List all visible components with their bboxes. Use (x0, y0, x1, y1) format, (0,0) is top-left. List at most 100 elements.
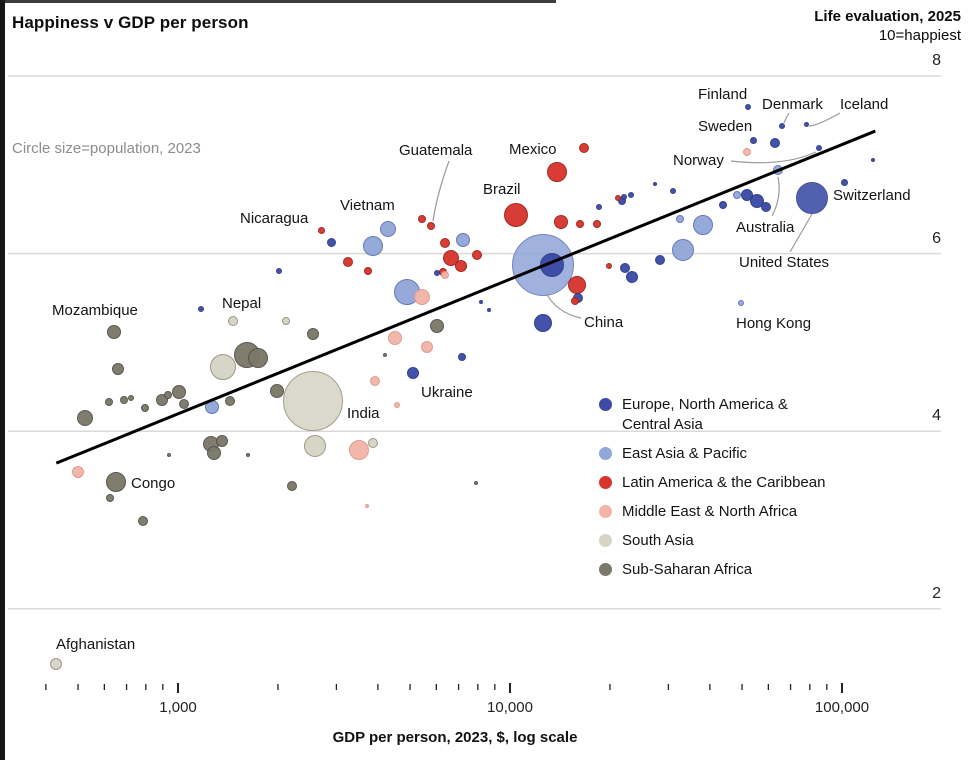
bubble-eu-47 (761, 202, 772, 213)
bubble-eu-89 (627, 191, 634, 198)
bubble-mena-74 (743, 148, 752, 157)
bubble-ukraine (406, 367, 419, 380)
bubble-ssa-108 (474, 480, 478, 485)
y-tick-label-6: 6 (932, 229, 941, 247)
bubble-eu-24 (750, 194, 765, 209)
country-label-australia: Australia (736, 219, 795, 236)
bubble-ssa-60 (287, 481, 297, 492)
bubble-united-states (795, 181, 828, 214)
country-label-nicaragua: Nicaragua (240, 210, 309, 227)
country-label-denmark: Denmark (762, 96, 823, 113)
bubble-ssa-30 (269, 384, 284, 399)
legend-label-eap: East Asia & Pacific (622, 445, 748, 462)
legend-label-mena: Middle East & North Africa (622, 503, 798, 520)
bubble-lat-53 (472, 250, 483, 261)
bubble-congo (105, 471, 126, 492)
bubble-ssa-29 (171, 385, 186, 400)
bubble-sa-9 (304, 435, 327, 458)
country-label-norway: Norway (673, 152, 724, 169)
legend-item-sa: South Asia (599, 531, 889, 551)
bubble-india (282, 371, 343, 431)
bubble-brazil (503, 203, 528, 228)
bubble-sweden (749, 137, 757, 145)
country-label-switzerland: Switzerland (833, 187, 911, 204)
legend: Europe, North America & Central Asia East… (599, 395, 889, 589)
bubble-hong-kong (738, 300, 745, 307)
bubble-eu-103 (479, 299, 484, 304)
bubble-ssa-77 (105, 397, 114, 406)
bubble-iceland (803, 122, 809, 128)
leader-line-denmark (783, 112, 790, 124)
bubble-eu-16 (534, 313, 553, 332)
bubble-eu-93 (434, 270, 441, 277)
leader-line-guatemala (432, 160, 450, 222)
country-label-india: India (347, 405, 380, 422)
legend-label-sa: South Asia (622, 532, 694, 549)
legend-label-lat: Latin America & the Caribbean (622, 474, 826, 491)
legend-label-ssa: Sub-Saharan Africa (622, 561, 753, 578)
bubble-eap-13 (692, 215, 713, 236)
legend-dot-mena (599, 505, 612, 518)
bubble-ssa-43 (306, 327, 319, 340)
bubble-mena-98 (393, 401, 400, 408)
bubble-nicaragua (317, 227, 325, 234)
bubble-lat-96 (615, 194, 622, 201)
bubble-eu-95 (197, 305, 204, 312)
bubble-denmark (779, 122, 786, 129)
bubble-sa-4 (210, 354, 237, 381)
bubble-finland (744, 104, 751, 111)
country-label-brazil: Brazil (483, 181, 521, 198)
bubble-eu-104 (487, 307, 492, 312)
bubble-ssa-79 (140, 404, 149, 413)
bubble-lat-69 (593, 220, 602, 229)
bubble-ssa-106 (167, 453, 172, 458)
country-label-hong-kong: Hong Kong (736, 315, 812, 332)
bubble-ssa-42 (215, 434, 228, 447)
country-label-ukraine: Ukraine (421, 384, 473, 401)
bubble-mena-105 (365, 503, 370, 508)
country-label-united-states: United States (736, 255, 833, 271)
country-label-guatemala: Guatemala (399, 142, 473, 159)
x-tick-label-100-000: 100,000 (814, 699, 870, 716)
bubble-ssa-57 (178, 398, 189, 409)
leader-line-iceland (808, 112, 841, 127)
bubble-eu-65 (457, 352, 466, 361)
bubble-lat-71 (364, 267, 373, 276)
legend-dot-eap (599, 447, 612, 460)
bubble-eu-61 (327, 237, 337, 247)
x-tick-label-1-000: 1,000 (159, 699, 197, 716)
bubble-eu-36 (625, 270, 638, 283)
country-label-vietnam: Vietnam (340, 197, 395, 214)
bubble-eu-35 (741, 188, 754, 201)
legend-label-eu: Europe, North America & Central Asia (622, 396, 788, 433)
y-tick-label-4: 4 (932, 407, 941, 425)
bubble-lat-27 (553, 214, 568, 229)
country-label-mexico: Mexico (509, 141, 557, 158)
legend-dot-eu (599, 398, 612, 411)
bubble-lat-73 (571, 296, 580, 305)
bubble-lat-52 (439, 237, 450, 248)
bubble-vietnam (380, 220, 397, 237)
top-edge-bar (0, 0, 556, 3)
left-edge-bar (0, 0, 5, 760)
y-axis-caption-line1: Life evaluation, 2025 (814, 8, 961, 25)
bubble-ssa-81 (106, 493, 115, 502)
legend-item-eap: East Asia & Pacific (599, 444, 889, 464)
legend-dot-sa (599, 534, 612, 547)
bubble-eu-90 (595, 204, 602, 211)
bubble-ssa-32 (430, 318, 445, 333)
country-label-finland: Finland (698, 86, 748, 103)
bubble-eap-67 (676, 214, 685, 223)
bubble-eu-50 (619, 262, 630, 273)
y-axis-caption: Life evaluation, 2025 10=happiest (814, 8, 961, 44)
bubble-eap-66 (733, 190, 742, 199)
bubble-nepal (227, 316, 238, 327)
y-axis-caption-line2: 10=happiest (878, 27, 961, 44)
bubble-ssa-107 (246, 453, 250, 458)
country-label-china: China (584, 314, 624, 331)
x-axis-title: GDP per person, 2023, $, log scale (332, 729, 578, 746)
leader-line-china (545, 292, 582, 319)
